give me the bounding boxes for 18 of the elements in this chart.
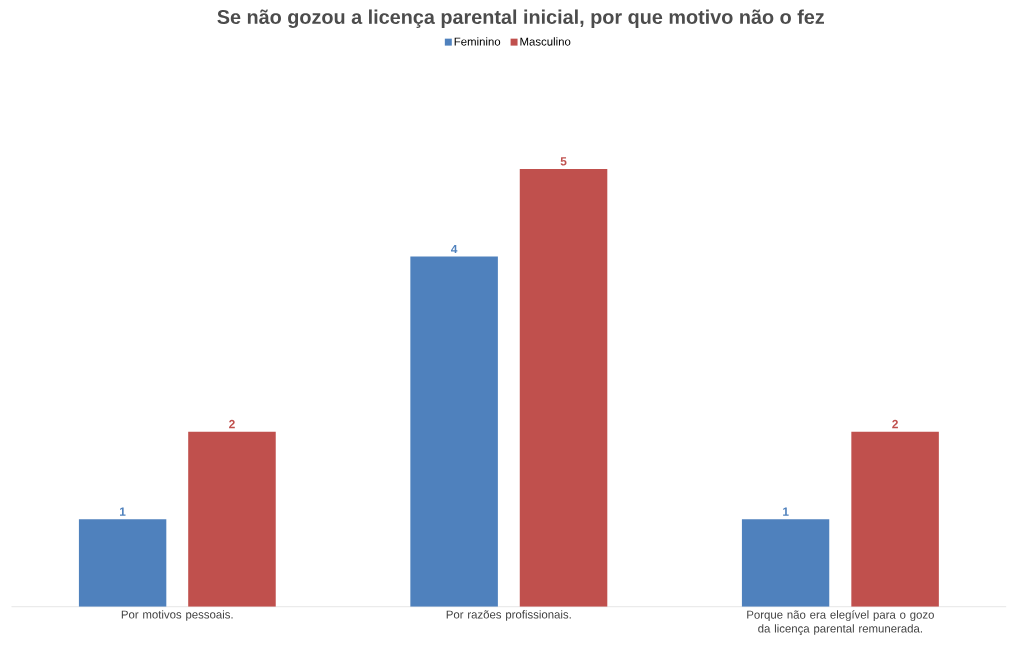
- bar: [741, 518, 830, 607]
- bar: [188, 431, 276, 607]
- chart-title: Se não gozou a licença parental inicial, por que motivo não o fez: [217, 9, 824, 28]
- legend-label: Feminino: [454, 37, 501, 46]
- legend-label: Masculino: [520, 37, 571, 46]
- data-label: 4: [451, 244, 458, 253]
- bar: [519, 168, 608, 607]
- data-label: 5: [560, 157, 567, 166]
- x-tick-label: Por motivos pessoais.: [121, 609, 233, 621]
- data-label: 2: [892, 419, 898, 428]
- bar: [851, 431, 939, 607]
- bar: [410, 256, 498, 607]
- data-label: 2: [229, 419, 235, 428]
- data-label: 1: [783, 507, 789, 516]
- bar: [78, 518, 167, 607]
- x-tick-label: Porque não era elegível para o gozo da licença parental remunerada.: [747, 609, 934, 635]
- x-tick-label: Por razões profissionais.: [446, 609, 571, 621]
- data-label: 1: [119, 507, 126, 516]
